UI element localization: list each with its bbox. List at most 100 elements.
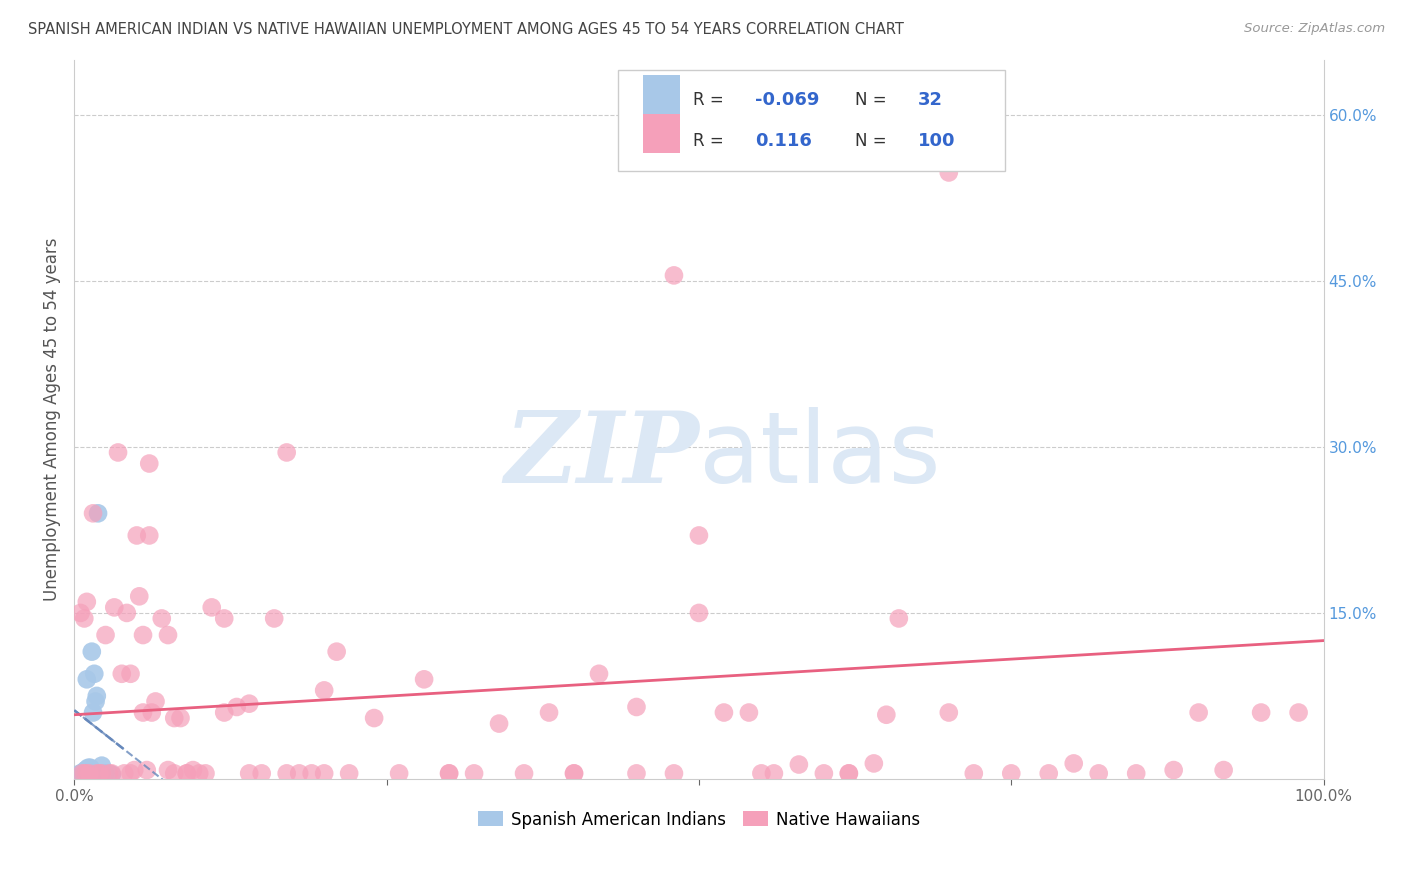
Point xyxy=(301,766,323,780)
Point xyxy=(838,766,860,780)
Point xyxy=(70,766,93,780)
Point xyxy=(94,628,117,642)
Text: N =: N = xyxy=(855,132,891,151)
Point xyxy=(562,766,585,780)
Point xyxy=(1288,706,1310,720)
Point xyxy=(688,528,710,542)
Point xyxy=(76,764,98,779)
Point xyxy=(156,628,179,642)
Point xyxy=(141,706,163,720)
Point xyxy=(98,766,121,780)
Point xyxy=(75,765,97,780)
Point xyxy=(156,763,179,777)
Point xyxy=(626,700,648,714)
Text: R =: R = xyxy=(693,91,728,109)
Point xyxy=(1087,766,1109,780)
Point xyxy=(1063,756,1085,771)
Point xyxy=(112,766,135,780)
Point xyxy=(314,683,336,698)
Point xyxy=(79,761,101,775)
Point xyxy=(101,766,124,780)
Point xyxy=(73,765,96,780)
Text: atlas: atlas xyxy=(699,407,941,504)
Point xyxy=(150,611,173,625)
Point xyxy=(86,766,108,780)
Point xyxy=(787,757,810,772)
Point xyxy=(1212,763,1234,777)
Point xyxy=(176,766,198,780)
Point xyxy=(813,766,835,780)
Point xyxy=(513,766,536,780)
Text: Source: ZipAtlas.com: Source: ZipAtlas.com xyxy=(1244,22,1385,36)
Point xyxy=(363,711,385,725)
Point xyxy=(79,763,101,777)
Text: R =: R = xyxy=(693,132,728,151)
Point xyxy=(94,766,117,780)
Point xyxy=(90,766,112,780)
Point xyxy=(67,767,90,781)
Point xyxy=(194,766,217,780)
Point xyxy=(662,268,685,283)
Point xyxy=(325,645,347,659)
Point xyxy=(1250,706,1272,720)
Y-axis label: Unemployment Among Ages 45 to 54 years: Unemployment Among Ages 45 to 54 years xyxy=(44,237,60,601)
Point xyxy=(388,766,411,780)
Text: 100: 100 xyxy=(918,132,955,151)
Point xyxy=(413,673,436,687)
Text: ZIP: ZIP xyxy=(503,407,699,503)
Point xyxy=(163,766,186,780)
Point xyxy=(69,769,91,783)
Point xyxy=(86,689,108,703)
Point xyxy=(75,767,97,781)
Text: SPANISH AMERICAN INDIAN VS NATIVE HAWAIIAN UNEMPLOYMENT AMONG AGES 45 TO 54 YEAR: SPANISH AMERICAN INDIAN VS NATIVE HAWAII… xyxy=(28,22,904,37)
Point xyxy=(77,764,100,779)
Point xyxy=(79,766,101,780)
Point xyxy=(887,611,910,625)
Point xyxy=(437,766,460,780)
Point xyxy=(120,766,142,780)
Point xyxy=(212,706,235,720)
Point xyxy=(79,765,101,780)
Point xyxy=(132,628,155,642)
Point xyxy=(73,766,96,780)
Point xyxy=(838,766,860,780)
Point xyxy=(115,606,138,620)
Point xyxy=(288,766,311,780)
Point xyxy=(1163,763,1185,777)
Point xyxy=(82,706,104,720)
Point xyxy=(73,767,96,781)
Point xyxy=(111,666,134,681)
Point xyxy=(537,706,560,720)
Point xyxy=(488,716,510,731)
Point xyxy=(263,611,285,625)
Legend: Spanish American Indians, Native Hawaiians: Spanish American Indians, Native Hawaiia… xyxy=(471,804,927,835)
Point xyxy=(83,666,105,681)
Point xyxy=(662,766,685,780)
Point xyxy=(963,766,986,780)
Point xyxy=(76,766,98,780)
Text: 32: 32 xyxy=(918,91,942,109)
Point xyxy=(188,766,211,780)
Point xyxy=(938,165,960,179)
Point xyxy=(128,590,150,604)
Text: -0.069: -0.069 xyxy=(755,91,820,109)
Point xyxy=(138,528,160,542)
Point xyxy=(70,766,93,780)
Point xyxy=(135,763,157,777)
Point xyxy=(238,697,260,711)
Text: 0.116: 0.116 xyxy=(755,132,813,151)
Point xyxy=(87,506,110,520)
Point xyxy=(90,758,112,772)
Point xyxy=(163,711,186,725)
Point xyxy=(938,706,960,720)
Point xyxy=(120,666,142,681)
Point xyxy=(176,766,198,780)
Point xyxy=(84,694,107,708)
Point xyxy=(73,611,96,625)
Point xyxy=(79,761,101,775)
Point xyxy=(713,706,735,720)
Point xyxy=(337,766,360,780)
Point xyxy=(863,756,886,771)
Point xyxy=(76,595,98,609)
Point xyxy=(138,457,160,471)
